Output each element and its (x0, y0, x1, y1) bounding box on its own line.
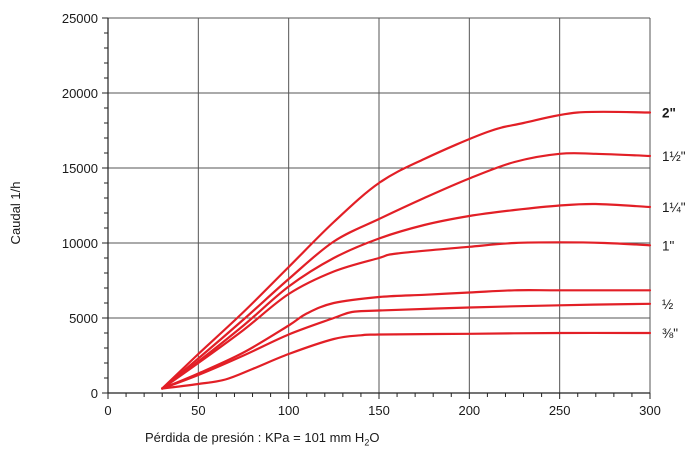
x-axis-label-text: Pérdida de presión : KPa = 101 mm H (145, 430, 365, 445)
x-tick-label: 150 (368, 403, 390, 418)
chart-series-labels: 2" 1½" 1¼" 1" ½ ⅜" (662, 106, 686, 342)
series-line-4 (161, 241, 652, 390)
series-label-6: ½ (662, 297, 673, 312)
x-tick-label: 250 (549, 403, 571, 418)
series-line-1 (161, 110, 652, 390)
x-tick-label: 200 (458, 403, 480, 418)
x-tick-label: 300 (639, 403, 661, 418)
series-label-4: 1" (662, 238, 675, 253)
x-tick-label: 50 (191, 403, 205, 418)
series-line-6 (161, 302, 652, 390)
series-label-3: 1¼" (662, 200, 686, 215)
x-tick-label: 0 (104, 403, 111, 418)
y-tick-label: 10000 (62, 236, 98, 251)
x-axis-label: Pérdida de presión : KPa = 101 mm H2O (145, 430, 379, 448)
y-tick-label: 0 (91, 386, 98, 401)
x-tick-label: 100 (278, 403, 300, 418)
series-line-2 (161, 151, 652, 390)
y-tick-label: 15000 (62, 161, 98, 176)
series-label-1: 2" (662, 106, 676, 121)
x-axis-label-subscript: 2 (364, 437, 370, 448)
series-line-7 (161, 331, 652, 390)
series-label-2: 1½" (662, 149, 686, 164)
chart-series-lines (161, 110, 652, 390)
series-line-3 (161, 202, 652, 390)
y-tick-label: 5000 (69, 311, 98, 326)
y-axis-label: Caudal 1/h (8, 182, 23, 245)
y-tick-label: 20000 (62, 86, 98, 101)
series-label-7: ⅜" (662, 326, 678, 341)
y-tick-label: 25000 (62, 11, 98, 26)
x-axis-label-tail: O (369, 430, 380, 445)
chart-axes: 0 50 100 150 200 250 300 0 5000 10000 15000 20000 25… (62, 11, 661, 418)
series-line-5 (161, 289, 652, 390)
